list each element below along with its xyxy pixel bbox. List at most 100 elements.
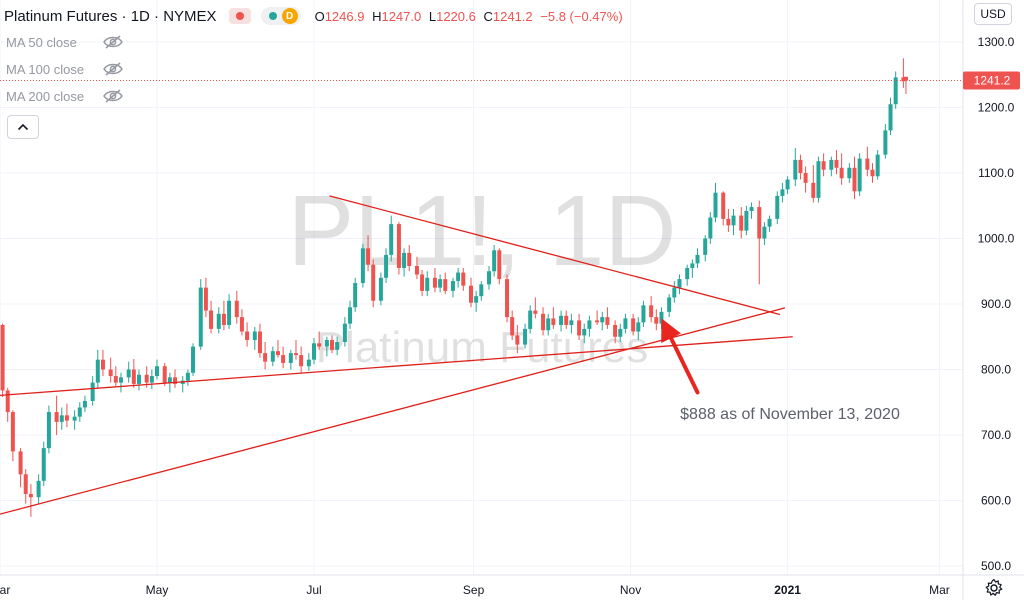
time-tick-label: May [146,583,169,597]
candle-body [252,331,257,341]
price-tick-label: 1300.0 [978,35,1015,49]
candle-body [209,310,214,329]
watermark-description: Platinum Futures [316,323,649,372]
candle-body [893,77,898,105]
candle-body [690,263,695,268]
legend-header: Platinum Futures · 1D · NYMEX D O1246.9 … [4,5,627,27]
candle-body [533,310,538,314]
candle-body [227,300,232,325]
candle-body [888,104,893,131]
candle-body [95,359,100,383]
indicator-ma-200[interactable]: MA 200 close [6,89,123,104]
candle-body [721,192,726,219]
price-axis[interactable]: 500.0 600.0 700.0 800.0 900.0 1000.0 1100.0 120… [962,0,1015,600]
candle-body [798,159,803,173]
candle-body [420,274,425,291]
gear-icon[interactable] [984,578,1004,598]
candle-body [749,207,754,211]
candle-body [90,382,95,401]
indicator-label: MA 200 close [6,89,85,104]
chart-grid [0,0,963,575]
indicator-ma-100[interactable]: MA 100 close [6,62,123,77]
candle-body [443,279,448,291]
trendline[interactable] [0,307,786,518]
candle-body [245,331,250,341]
eye-crossed-icon[interactable] [102,88,124,104]
candle-body [450,281,455,291]
eye-crossed-icon[interactable] [102,34,124,50]
candle-body [816,161,821,198]
candle-body [659,311,664,324]
candle-body [762,226,767,239]
drawings[interactable] [0,195,793,518]
candle-body [77,407,82,417]
annotation-text: $888 as of November 13, 2020 [680,406,900,423]
candle-body [875,154,880,177]
candle-body [82,400,87,408]
time-tick-label: Mar [0,583,10,597]
open-value: 1246.9 [324,8,365,24]
candle-body [144,374,149,383]
candle-body [378,277,383,301]
market-open-icon [268,12,277,20]
candle-body [306,359,311,367]
price-tick-label: 600.0 [981,494,1011,508]
candle-body [59,415,64,422]
market-status-badge[interactable]: D [260,7,301,25]
candle-body [36,480,41,498]
candle-body [203,287,208,311]
candle-body [100,359,105,370]
annotation-arrow-head[interactable] [661,318,681,344]
candle-body [18,451,23,475]
time-axis[interactable]: Mar May Jul Sep Nov 2021 Mar [0,574,1024,597]
collapse-legend-button[interactable] [7,115,39,139]
candle-body [41,448,46,481]
annotation-arrow-shaft[interactable] [669,336,700,395]
price-tick-label: 900.0 [981,297,1011,311]
candle-body [461,272,466,286]
watermark-symbol: PL1!, 1D [287,175,676,287]
candle-body [569,320,574,325]
time-tick-label: Mar [929,583,950,597]
candle-body [136,374,141,384]
watermark: PL1!, 1D Platinum Futures [287,175,676,372]
candle-body [731,215,736,226]
status-dot-icon[interactable] [228,8,251,24]
candle-body [595,320,600,323]
time-tick-label: Nov [620,583,641,597]
candle-body [456,272,461,282]
candle-body [613,324,618,337]
trendline[interactable] [0,336,793,398]
candle-body [23,474,28,494]
trendline[interactable] [329,195,781,316]
ohlc-values: O1246.9 H1247.0 L1220.6 C1241.2 −5.8 (−0… [315,9,627,24]
candle-body [695,254,700,264]
candle-body [582,328,587,336]
low-value: 1220.6 [436,8,476,24]
candle-body [162,366,167,383]
candle-body [623,318,628,329]
candle-body [654,317,659,324]
candle-body [577,320,582,336]
candle-body [528,310,533,329]
candle-body [402,252,407,268]
close-value: 1241.2 [492,8,533,24]
symbol-title[interactable]: Platinum Futures · 1D · NYMEX [4,7,217,25]
candle-body [767,218,772,227]
candle-body [389,224,394,255]
currency-button[interactable]: USD [974,3,1012,25]
candle-body [479,284,484,297]
candle-body [167,377,172,383]
candle-body [605,317,610,325]
candle-body [118,377,123,383]
indicator-ma-50[interactable]: MA 50 close [6,35,123,50]
candle-body [903,76,908,81]
last-price-label: 1241.2 [963,71,1020,90]
candle-body [469,285,473,303]
eye-crossed-icon[interactable] [102,61,124,77]
candle-body [793,159,798,180]
candle-body [551,318,556,325]
candle-body [257,331,262,354]
candle-body [288,353,293,363]
